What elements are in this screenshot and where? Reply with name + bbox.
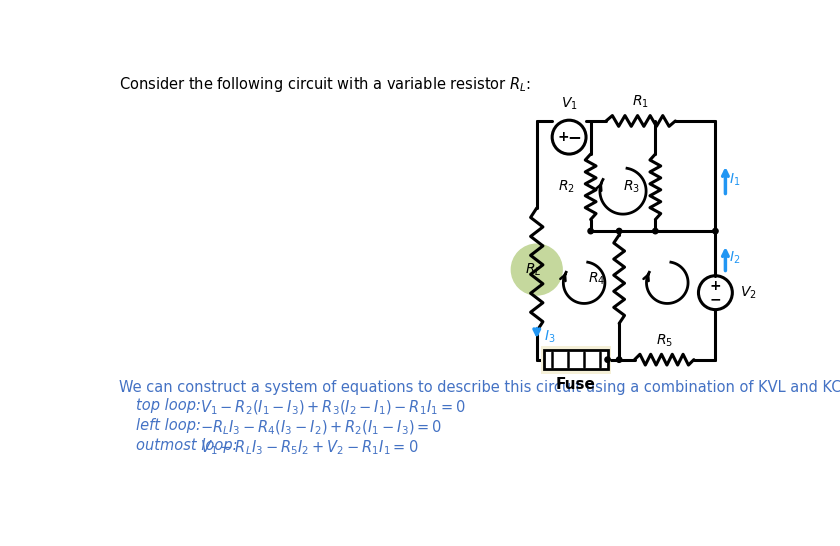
Text: $R_3$: $R_3$	[623, 179, 640, 195]
Text: $V_1$: $V_1$	[561, 96, 577, 112]
Text: +: +	[710, 279, 722, 293]
Text: −: −	[568, 128, 581, 146]
Text: outmost loop:: outmost loop:	[136, 438, 238, 453]
Text: $V_1 - R_LI_3 - R_5I_2 + V_2 - R_1I_1 = 0$: $V_1 - R_LI_3 - R_5I_2 + V_2 - R_1I_1 = …	[200, 438, 418, 457]
Text: $I_2$: $I_2$	[729, 250, 741, 266]
Text: +: +	[558, 130, 570, 144]
Circle shape	[617, 357, 622, 363]
Circle shape	[712, 228, 718, 234]
Text: left loop:: left loop:	[136, 418, 202, 433]
Text: $I_1$: $I_1$	[729, 171, 741, 188]
Text: top loop:: top loop:	[136, 398, 202, 413]
Text: $I_3$: $I_3$	[544, 328, 556, 345]
Bar	[544, 351, 607, 369]
Text: −: −	[710, 293, 722, 307]
Text: $R_L$: $R_L$	[526, 262, 542, 278]
Text: $V_2$: $V_2$	[740, 284, 757, 301]
Text: $-R_LI_3 - R_4(I_3 - I_2) + R_2(I_1 - I_3) = 0$: $-R_LI_3 - R_4(I_3 - I_2) + R_2(I_1 - I_…	[200, 418, 442, 437]
Text: We can construct a system of equations to describe this circuit using a combinat: We can construct a system of equations t…	[118, 379, 840, 395]
Text: $R_1$: $R_1$	[633, 94, 649, 110]
Circle shape	[605, 357, 611, 363]
Text: Consider the following circuit with a variable resistor $R_L$:: Consider the following circuit with a va…	[118, 75, 531, 94]
Text: $V_1 - R_2(I_1 - I_3) + R_3(I_2 - I_1) - R_1I_1 = 0$: $V_1 - R_2(I_1 - I_3) + R_3(I_2 - I_1) -…	[200, 398, 465, 417]
Text: $R_2$: $R_2$	[559, 179, 575, 195]
FancyBboxPatch shape	[542, 346, 611, 373]
Text: $R_5$: $R_5$	[656, 333, 673, 349]
Circle shape	[617, 228, 622, 234]
Text: Fuse: Fuse	[556, 377, 596, 391]
Text: $R_4$: $R_4$	[588, 271, 606, 287]
Circle shape	[588, 228, 593, 234]
Circle shape	[653, 228, 658, 234]
Circle shape	[512, 244, 562, 295]
